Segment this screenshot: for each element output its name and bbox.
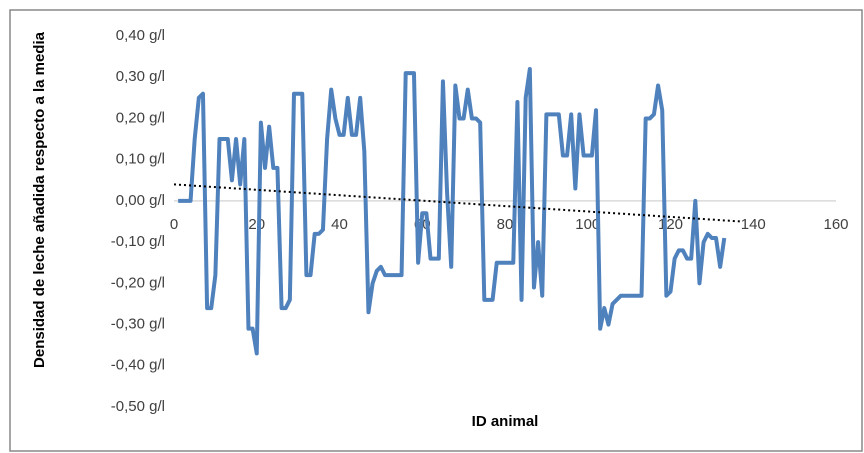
x-tick-label: 20 <box>248 216 265 233</box>
x-tick-label: 0 <box>170 216 178 233</box>
x-tick-label: 160 <box>823 216 848 233</box>
y-tick-label: -0,20 g/l <box>111 274 165 291</box>
x-axis-title: ID animal <box>472 413 539 430</box>
y-tick-label: -0,10 g/l <box>111 233 165 250</box>
y-tick-label: 0,40 g/l <box>116 27 165 44</box>
y-tick-label: 0,20 g/l <box>116 109 165 126</box>
x-tick-label: 140 <box>741 216 766 233</box>
chart-border <box>9 9 863 452</box>
x-tick-label: 80 <box>497 216 514 233</box>
y-tick-label: -0,40 g/l <box>111 357 165 374</box>
y-tick-label: -0,50 g/l <box>111 398 165 415</box>
x-tick-label: 40 <box>331 216 348 233</box>
y-tick-label: 0,30 g/l <box>116 68 165 85</box>
x-tick-label: 100 <box>575 216 600 233</box>
data-line <box>178 66 727 356</box>
y-tick-label: -0,30 g/l <box>111 316 165 333</box>
y-axis-title: Densidad de leche añadida respecto a la … <box>31 32 48 368</box>
y-tick-label: 0,00 g/l <box>116 192 165 209</box>
y-tick-label: 0,10 g/l <box>116 151 165 168</box>
